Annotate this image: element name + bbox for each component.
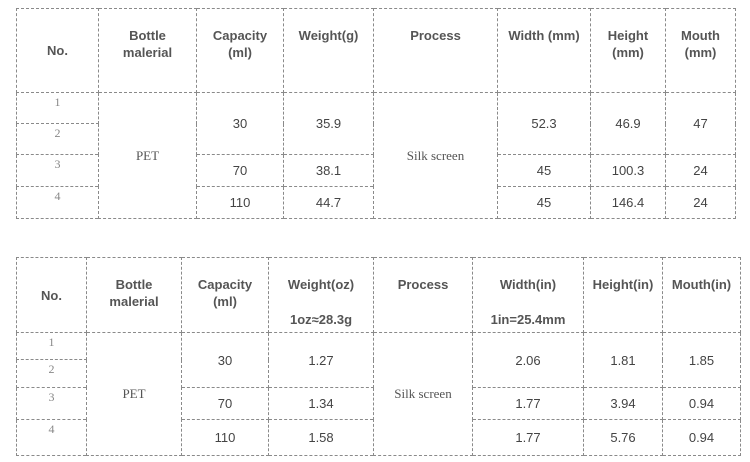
data-row: 1 PET 30 35.9 Silk screen 52.3 46.9 47: [16, 92, 736, 219]
width-cell: 2.06: [472, 332, 584, 388]
data-row: 2: [16, 359, 741, 388]
header-cell: Mouth(in): [662, 257, 741, 333]
weight-cell: 44.7: [283, 186, 374, 219]
header-row: No. Bottle malerial Capacity (ml) Weight(oz…: [16, 257, 741, 333]
mouth-cell: 0.94: [662, 419, 741, 456]
height-cell: 146.4: [590, 186, 666, 219]
width-cell: 1.77: [472, 387, 584, 420]
process-cell: Silk screen: [373, 92, 498, 219]
process-cell: Silk screen: [373, 332, 473, 456]
material-cell: PET: [98, 92, 197, 219]
header-cell: Mouth (mm): [665, 8, 736, 93]
header-text: Width(in): [499, 277, 557, 292]
data-row: 1 PET 30 1.27 Silk screen 2.06 1.81 1.85: [16, 332, 741, 456]
weight-cell: 35.9: [283, 92, 374, 155]
row-number: 1: [16, 92, 99, 124]
mouth-cell: 0.94: [662, 387, 741, 420]
header-text: Weight(g): [298, 28, 359, 43]
weight-cell: 38.1: [283, 154, 374, 187]
header-note: 1in=25.4mm: [490, 312, 566, 327]
row-number: 3: [16, 154, 99, 187]
mouth-cell: 24: [665, 186, 736, 219]
capacity-cell: 70: [196, 154, 284, 187]
material-cell: PET: [86, 332, 182, 456]
height-cell: 46.9: [590, 92, 666, 155]
header-cell: Weight(oz) 1oz≈28.3g: [268, 257, 374, 333]
width-cell: 45: [497, 154, 591, 187]
header-cell: Width(in) 1in=25.4mm: [472, 257, 584, 333]
capacity-cell: 30: [181, 332, 269, 388]
capacity-cell: 70: [181, 387, 269, 420]
mouth-cell: 1.85: [662, 332, 741, 388]
header-cell: Weight(g): [283, 8, 374, 93]
header-text: Capacity (ml): [212, 28, 268, 60]
header-text: Mouth (mm): [681, 28, 720, 60]
header-text: Process: [410, 28, 461, 43]
header-text: No.: [41, 287, 62, 303]
capacity-cell: 110: [196, 186, 284, 219]
header-text: Height(in): [592, 277, 654, 292]
header-cell: No.: [16, 257, 87, 333]
height-cell: 3.94: [583, 387, 663, 420]
header-text: Bottle malerial: [122, 28, 173, 60]
header-text: Mouth(in): [671, 277, 732, 292]
data-row: 4 110 44.7 45 146.4 24: [16, 186, 736, 219]
header-cell: Capacity (ml): [181, 257, 269, 333]
capacity-cell: 110: [181, 419, 269, 456]
header-cell: Bottle malerial: [86, 257, 182, 333]
row-number: 4: [16, 419, 87, 456]
height-cell: 1.81: [583, 332, 663, 388]
header-text: Bottle malerial: [109, 277, 159, 309]
spec-table-mm: No. Bottle malerial Capacity (ml) Weight(g)…: [16, 8, 736, 219]
header-cell: Height(in): [583, 257, 663, 333]
header-text: Height (mm): [607, 28, 649, 60]
header-text: Weight(oz): [287, 277, 355, 292]
row-number: 2: [16, 359, 87, 388]
header-text: Width (mm): [508, 28, 580, 43]
header-note: 1oz≈28.3g: [289, 312, 353, 327]
data-row: 4 110 1.58 1.77 5.76 0.94: [16, 419, 741, 456]
spec-table-in: No. Bottle malerial Capacity (ml) Weight(oz…: [16, 257, 741, 456]
weight-cell: 1.27: [268, 332, 374, 388]
header-row: No. Bottle malerial Capacity (ml) Weight(g)…: [16, 8, 736, 93]
header-cell: Height (mm): [590, 8, 666, 93]
header-cell: No.: [16, 8, 99, 93]
weight-cell: 1.34: [268, 387, 374, 420]
data-row: 3 70 1.34 1.77 3.94 0.94: [16, 387, 741, 420]
row-number: 4: [16, 186, 99, 219]
width-cell: 1.77: [472, 419, 584, 456]
header-text: Process: [397, 277, 449, 292]
row-number: 2: [16, 123, 99, 155]
header-cell: Process: [373, 257, 473, 333]
row-number: 3: [16, 387, 87, 420]
row-number: 1: [16, 332, 87, 360]
width-cell: 45: [497, 186, 591, 219]
header-text: Capacity (ml): [197, 277, 253, 309]
header-cell: Capacity (ml): [196, 8, 284, 93]
mouth-cell: 24: [665, 154, 736, 187]
capacity-cell: 30: [196, 92, 284, 155]
header-cell: Width (mm): [497, 8, 591, 93]
height-cell: 100.3: [590, 154, 666, 187]
width-cell: 52.3: [497, 92, 591, 155]
mouth-cell: 47: [665, 92, 736, 155]
header-cell: Bottle malerial: [98, 8, 197, 93]
height-cell: 5.76: [583, 419, 663, 456]
header-text: No.: [47, 43, 68, 58]
data-row: 3 70 38.1 45 100.3 24: [16, 154, 736, 187]
header-cell: Process: [373, 8, 498, 93]
weight-cell: 1.58: [268, 419, 374, 456]
